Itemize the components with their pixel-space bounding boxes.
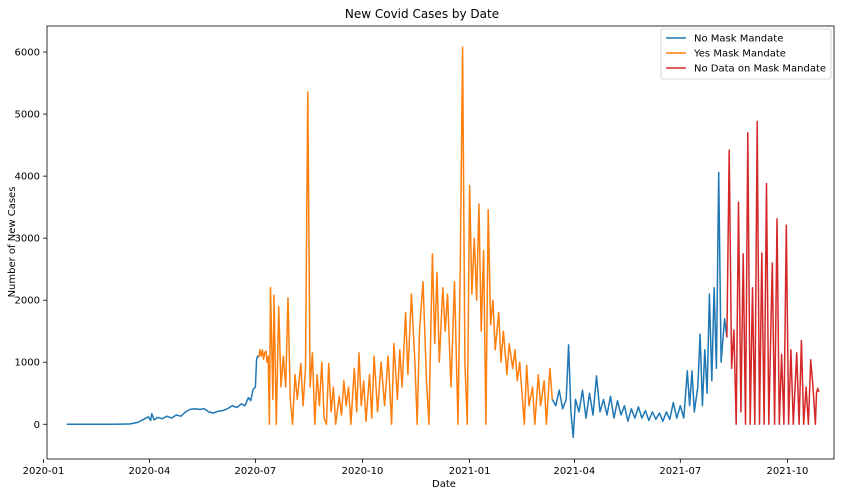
y-tick-label: 5000	[15, 110, 40, 121]
series-line-1	[66, 355, 260, 426]
y-axis-label: Number of New Cases	[7, 187, 18, 298]
x-tick-label: 2021-10	[767, 466, 809, 477]
series-line-4	[726, 120, 820, 426]
plot-frame	[46, 25, 835, 460]
series-line-3	[551, 171, 728, 439]
y-tick-label: 3000	[15, 234, 40, 245]
y-tick-label: 4000	[15, 172, 40, 183]
x-tick-label: 2020-10	[342, 466, 384, 477]
y-tick-label: 0	[34, 420, 40, 431]
x-tick-label: 2021-01	[449, 466, 491, 477]
x-tick-label: 2020-07	[234, 466, 276, 477]
x-axis: 2020-01 2020-04 2020-07 2020-10 2021-01 2021-…	[23, 459, 809, 477]
plot-area	[66, 46, 820, 439]
y-axis: 0 1000 2000 3000 4000 5000 6000	[15, 48, 47, 431]
x-axis-label: Date	[432, 479, 456, 490]
x-tick-label: 2021-07	[659, 466, 701, 477]
legend-box	[660, 28, 832, 80]
legend-label: No Data on Mask Mandate	[694, 64, 826, 75]
x-tick-label: 2020-01	[23, 466, 65, 477]
series-line-2	[258, 46, 554, 426]
x-tick-label: 2020-04	[129, 466, 171, 477]
y-tick-label: 2000	[15, 296, 40, 307]
legend: No Mask Mandate Yes Mask Mandate No Data o…	[660, 28, 832, 80]
chart-title: New Covid Cases by Date	[345, 7, 499, 21]
x-tick-label: 2021-04	[553, 466, 595, 477]
y-tick-label: 6000	[15, 48, 40, 59]
legend-label: No Mask Mandate	[694, 34, 783, 45]
y-tick-label: 1000	[15, 358, 40, 369]
legend-label: Yes Mask Mandate	[693, 49, 786, 60]
